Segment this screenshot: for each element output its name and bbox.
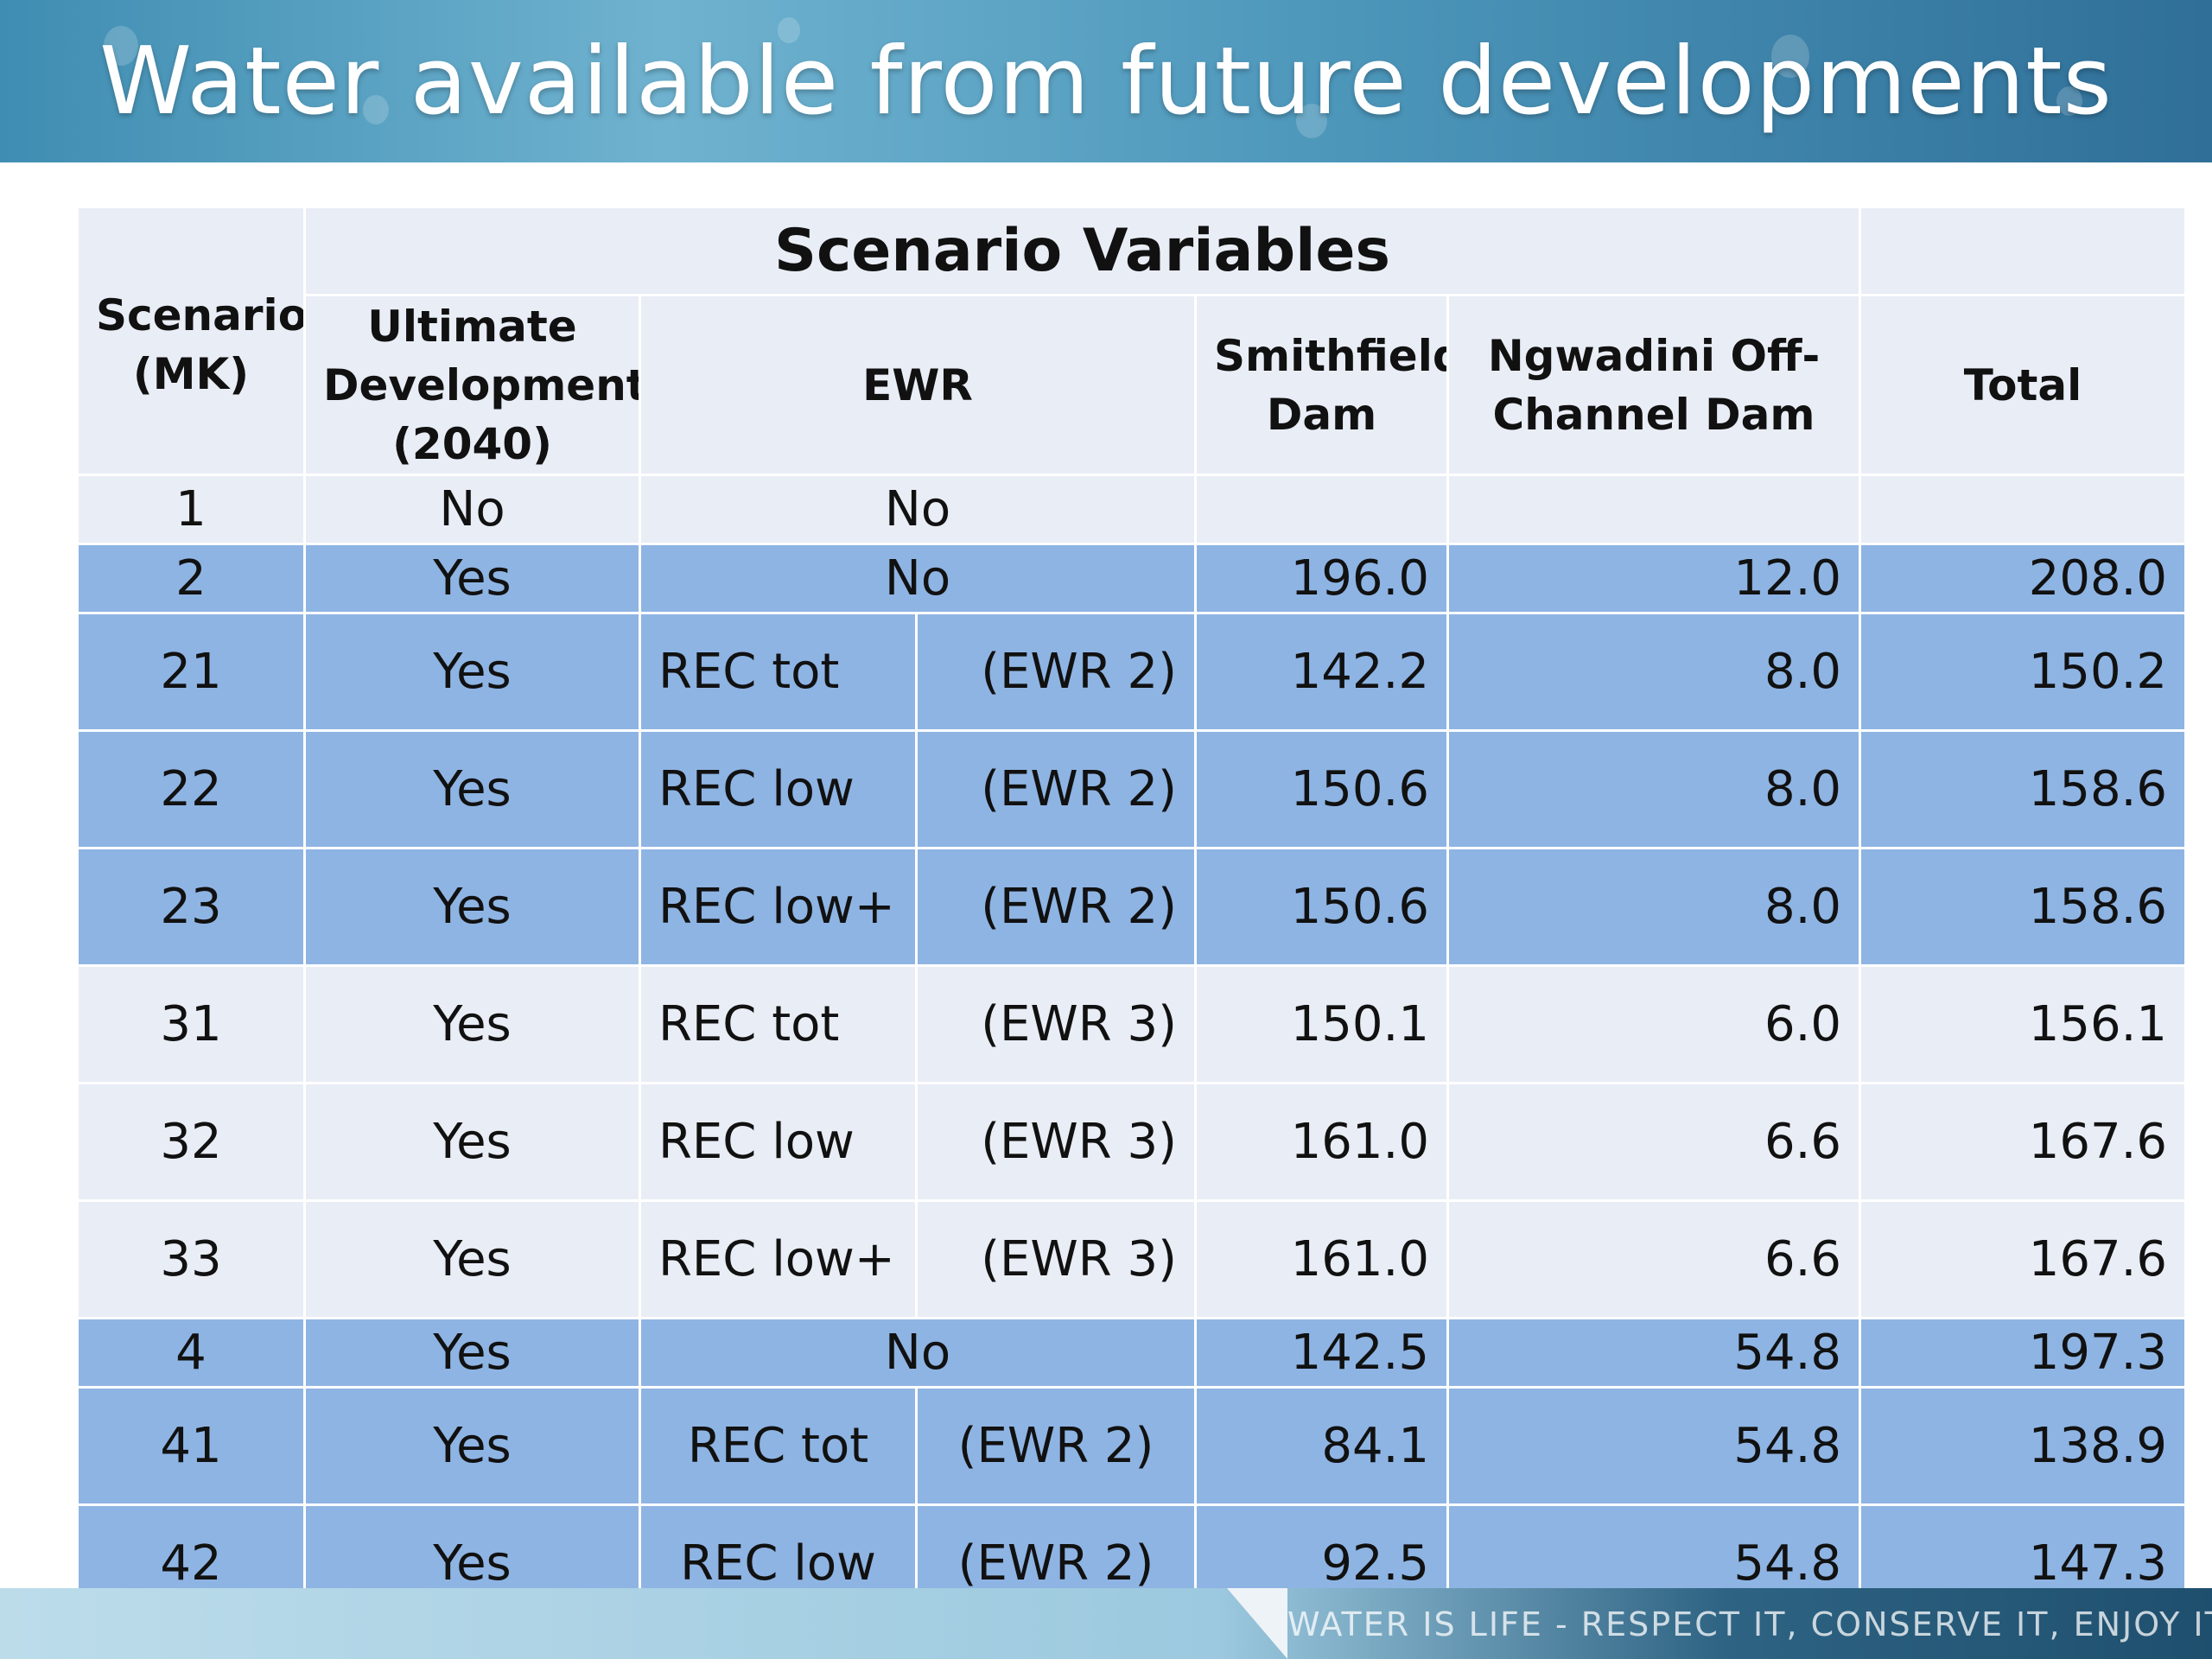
cell-total: 158.6	[1859, 729, 2188, 849]
cell-smithfield: 150.1	[1194, 964, 1449, 1084]
cell-ewr: REC low	[639, 729, 918, 849]
cell-smithfield: 84.1	[1194, 1386, 1449, 1506]
cell-ewr-class: (EWR 3)	[915, 964, 1197, 1084]
cell-scenario: 31	[76, 964, 306, 1084]
cell-ngwadini	[1446, 474, 1862, 545]
header-scenarios: Scenarios (MK)	[76, 206, 306, 476]
header-row-columns: Ultimate Development (2040) EWR Smithfie…	[78, 294, 2188, 476]
cell-total: 197.3	[1859, 1317, 2188, 1389]
cell-ngwadini: 54.8	[1446, 1317, 1862, 1389]
cell-scenario: 33	[76, 1199, 306, 1319]
cell-ewr: REC low+	[639, 847, 918, 967]
cell-ultimate: Yes	[303, 1317, 641, 1389]
table-row: 22 Yes REC low (EWR 2) 150.6 8.0 158.6	[76, 729, 2188, 849]
table-row: 21 Yes REC tot (EWR 2) 142.2 8.0 150.2	[76, 612, 2188, 732]
footer-slogan: WATER IS LIFE - RESPECT IT, CONSERVE IT,…	[1287, 1605, 2212, 1643]
cell-ewr: No	[639, 1317, 1197, 1389]
cell-scenario: 41	[76, 1386, 306, 1506]
cell-scenario: 23	[76, 847, 306, 967]
cell-ultimate: Yes	[303, 1386, 641, 1506]
cell-scenario: 32	[76, 1082, 306, 1202]
cell-smithfield: 161.0	[1194, 1082, 1449, 1202]
cell-smithfield: 161.0	[1194, 1199, 1449, 1319]
header-ewr: EWR	[639, 294, 1197, 476]
cell-smithfield	[1194, 474, 1449, 545]
table-row: 31 Yes REC tot (EWR 3) 150.1 6.0 156.1	[76, 964, 2188, 1084]
cell-total: 150.2	[1859, 612, 2188, 732]
cell-ewr-class: (EWR 2)	[915, 612, 1197, 732]
table-row: 2 Yes No 196.0 12.0 208.0	[76, 543, 2188, 614]
table-row: 32 Yes REC low (EWR 3) 161.0 6.6 167.6	[76, 1082, 2188, 1202]
cell-ewr: No	[639, 543, 1197, 614]
header-row-group: Scenarios (MK) Scenario Variables	[76, 206, 2188, 476]
cell-ultimate: Yes	[303, 964, 641, 1084]
cell-ewr: REC low+	[639, 1199, 918, 1319]
cell-ewr: No	[639, 474, 1197, 545]
cell-ewr: REC tot	[639, 964, 918, 1084]
cell-scenario: 4	[76, 1317, 306, 1389]
cell-ngwadini: 6.6	[1446, 1082, 1862, 1202]
cell-ewr-class: (EWR 2)	[915, 847, 1197, 967]
cell-total: 158.6	[1859, 847, 2188, 967]
cell-total: 167.6	[1859, 1082, 2188, 1202]
cell-scenario: 1	[76, 474, 306, 545]
header-smithfield-dam: Smithfield Dam	[1194, 294, 1449, 476]
cell-ultimate: Yes	[303, 543, 641, 614]
table-row: 1 No No	[76, 474, 2188, 545]
cell-ewr: REC tot	[639, 1386, 918, 1506]
cell-ultimate: Yes	[303, 847, 641, 967]
cell-total: 138.9	[1859, 1386, 2188, 1506]
header-scenario-variables: Scenario Variables	[302, 206, 1862, 296]
cell-ewr-class: (EWR 3)	[915, 1199, 1197, 1319]
cell-ngwadini: 8.0	[1446, 612, 1862, 732]
cell-ewr-class: (EWR 3)	[915, 1082, 1197, 1202]
header-ngwadini-dam: Ngwadini Off-Channel Dam	[1446, 294, 1862, 476]
cell-ngwadini: 6.0	[1446, 964, 1862, 1084]
cell-ultimate: Yes	[303, 1082, 641, 1202]
table-row: 23 Yes REC low+ (EWR 2) 150.6 8.0 158.6	[76, 847, 2188, 967]
footer-wedge	[1227, 1588, 1287, 1659]
table-row: 4 Yes No 142.5 54.8 197.3	[76, 1317, 2188, 1389]
header-total: Total	[1859, 294, 2188, 476]
cell-scenario: 2	[76, 543, 306, 614]
cell-total: 156.1	[1859, 964, 2188, 1084]
header-ultimate-development: Ultimate Development (2040)	[303, 294, 641, 476]
cell-total: 208.0	[1859, 543, 2188, 614]
scenario-table: Scenarios (MK) Scenario Variables Ultima…	[76, 206, 2188, 1624]
header-blank	[1859, 206, 2188, 296]
cell-ngwadini: 54.8	[1446, 1386, 1862, 1506]
cell-ewr: REC tot	[639, 612, 918, 732]
cell-smithfield: 150.6	[1194, 729, 1449, 849]
cell-ngwadini: 6.6	[1446, 1199, 1862, 1319]
table-row: 41 Yes REC tot (EWR 2) 84.1 54.8 138.9	[76, 1386, 2188, 1506]
cell-smithfield: 142.5	[1194, 1317, 1449, 1389]
cell-ultimate: No	[303, 474, 641, 545]
cell-smithfield: 150.6	[1194, 847, 1449, 967]
cell-scenario: 22	[76, 729, 306, 849]
title-bar: Water available from future developments	[0, 0, 2212, 162]
cell-ultimate: Yes	[303, 1199, 641, 1319]
footer-band	[0, 1588, 2212, 1659]
cell-smithfield: 196.0	[1194, 543, 1449, 614]
cell-total: 167.6	[1859, 1199, 2188, 1319]
table-row: 33 Yes REC low+ (EWR 3) 161.0 6.6 167.6	[76, 1199, 2188, 1319]
cell-ultimate: Yes	[303, 612, 641, 732]
cell-ngwadini: 8.0	[1446, 729, 1862, 849]
cell-ngwadini: 12.0	[1446, 543, 1862, 614]
cell-total	[1859, 474, 2188, 545]
slide-title: Water available from future developments	[99, 27, 2113, 136]
cell-ewr-class: (EWR 2)	[915, 729, 1197, 849]
cell-ewr: REC low	[639, 1082, 918, 1202]
cell-ewr-class: (EWR 2)	[915, 1386, 1197, 1506]
cell-ngwadini: 8.0	[1446, 847, 1862, 967]
cell-scenario: 21	[76, 612, 306, 732]
cell-ultimate: Yes	[303, 729, 641, 849]
cell-smithfield: 142.2	[1194, 612, 1449, 732]
